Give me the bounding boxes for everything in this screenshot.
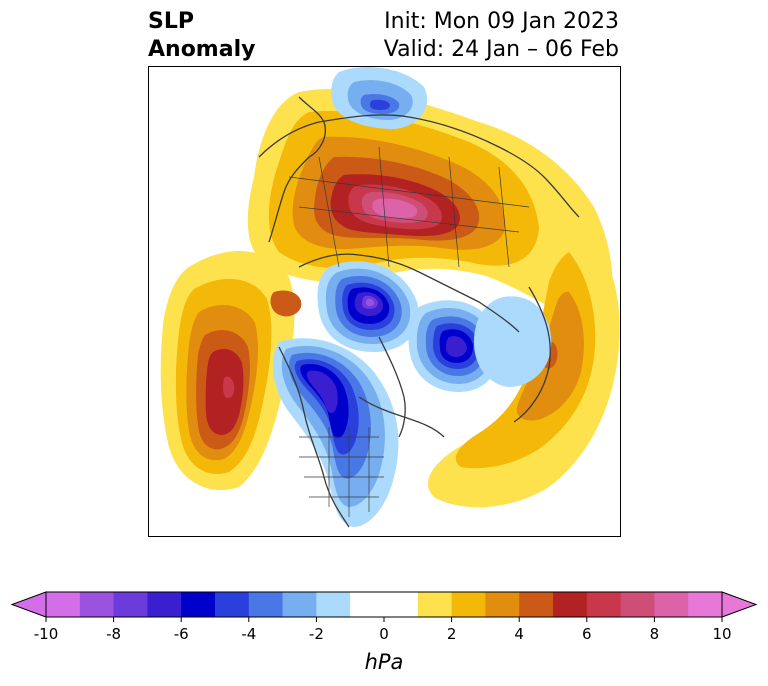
north-pacific-high bbox=[160, 250, 302, 491]
colorbar-segment bbox=[688, 592, 723, 617]
coast-eurasia-north bbox=[258, 114, 580, 218]
colorbar-segment bbox=[181, 592, 216, 617]
title-variable: SLP bbox=[148, 9, 194, 34]
colorbar-svg: -10 -8 -6 -4 -2 0 2 4 6 8 10 hPa bbox=[10, 591, 758, 674]
east-asia-low-1 bbox=[474, 296, 552, 387]
arctic-canada-low bbox=[317, 261, 419, 352]
colorbar: -10 -8 -6 -4 -2 0 2 4 6 8 10 hPa bbox=[0, 586, 768, 686]
arctic-low-8 bbox=[366, 298, 374, 306]
colorbar-tick-label: -4 bbox=[241, 625, 256, 643]
coastlines bbox=[258, 96, 580, 528]
colorbar-segment bbox=[451, 592, 486, 617]
colorbar-tick-label: -6 bbox=[174, 625, 189, 643]
coast-europe bbox=[268, 96, 326, 243]
europe-low bbox=[331, 67, 428, 129]
coast-canada-east bbox=[358, 396, 445, 438]
colorbar-tick-label: 6 bbox=[582, 625, 592, 643]
borders-us bbox=[299, 427, 384, 517]
colorbar-segment bbox=[553, 592, 588, 617]
colorbar-tick-label: 8 bbox=[650, 625, 660, 643]
colorbar-tick-label: 2 bbox=[447, 625, 457, 643]
init-date: Init: Mon 09 Jan 2023 bbox=[384, 9, 619, 34]
colorbar-segment bbox=[519, 592, 554, 617]
colorbar-extend-low bbox=[10, 591, 47, 618]
colorbar-extend-high bbox=[721, 591, 758, 618]
borders-eurasia bbox=[288, 146, 530, 268]
europe-low-4 bbox=[370, 99, 390, 110]
colorbar-segment bbox=[586, 592, 622, 617]
greenland-low-6 bbox=[446, 336, 467, 357]
colorbar-segment bbox=[147, 592, 182, 617]
valid-range: Valid: 24 Jan – 06 Feb bbox=[383, 37, 619, 62]
colorbar-segment bbox=[113, 592, 148, 617]
colorbar-tick-label: -10 bbox=[34, 625, 59, 643]
title-variable-type: Anomaly bbox=[148, 37, 256, 62]
colorbar-segment bbox=[350, 592, 419, 617]
colorbar-segment bbox=[79, 592, 115, 617]
npac-high-7 bbox=[223, 376, 235, 399]
east-asia-low bbox=[474, 296, 552, 387]
alaska-west-canada-low bbox=[272, 338, 399, 527]
greenland-low bbox=[408, 300, 501, 392]
colorbar-segment bbox=[485, 592, 520, 617]
colorbar-segment bbox=[316, 592, 351, 617]
colorbar-unit-label: hPa bbox=[365, 650, 404, 674]
aleutian-high bbox=[270, 290, 302, 317]
colorbar-segment bbox=[282, 592, 317, 617]
coast-arctic bbox=[298, 253, 520, 333]
coast-greenland bbox=[378, 336, 406, 438]
coast-north-america bbox=[278, 346, 350, 528]
colorbar-segment bbox=[215, 592, 250, 617]
anomaly-map bbox=[148, 66, 621, 537]
colorbar-tick-label: 4 bbox=[514, 625, 524, 643]
coast-asia-east bbox=[513, 286, 551, 423]
colorbar-segment bbox=[620, 592, 655, 617]
colorbar-tick-label: -2 bbox=[309, 625, 324, 643]
colorbar-segment bbox=[46, 592, 81, 617]
colorbar-segment bbox=[654, 592, 689, 617]
map-canvas bbox=[160, 67, 620, 528]
colorbar-segment bbox=[248, 592, 284, 617]
title-right: Init: Mon 09 Jan 2023 Valid: 24 Jan – 06… bbox=[384, 8, 619, 64]
colorbar-tick-label: -8 bbox=[106, 625, 121, 643]
title-left: SLP Anomaly bbox=[148, 8, 255, 64]
alaska-low-6 bbox=[306, 370, 338, 414]
colorbar-tick-label: 0 bbox=[379, 625, 389, 643]
colorbar-segment bbox=[417, 592, 453, 617]
colorbar-tick-label: 10 bbox=[712, 625, 731, 643]
